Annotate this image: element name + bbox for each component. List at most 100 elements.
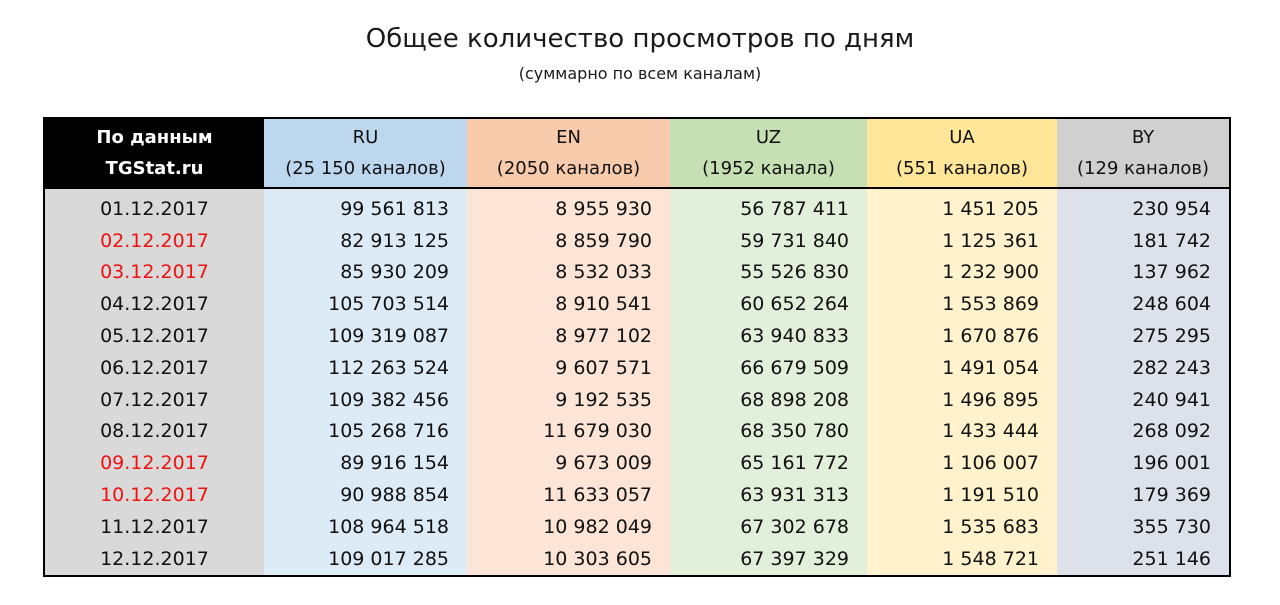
value-cell-uz: 56 787 411 [670,188,867,225]
value-cell-by: 196 001 [1057,447,1230,480]
header-row-counts: TGStat.ru (25 150 каналов) (2050 каналов… [44,153,1230,189]
value-cell-ru: 108 964 518 [264,510,467,543]
table-row: 06.12.2017 112 263 524 9 607 571 66 679 509… [44,351,1230,384]
date-cell: 11.12.2017 [44,510,264,543]
column-sub-en: (2050 каналов) [467,153,670,189]
date-cell: 10.12.2017 [44,479,264,511]
value-cell-ua: 1 106 007 [867,447,1057,480]
value-cell-ru: 105 703 514 [264,288,467,321]
value-cell-ru: 90 988 854 [264,479,467,511]
table-body: 01.12.2017 99 561 813 8 955 930 56 787 411 1… [44,188,1230,576]
value-cell-ua: 1 232 900 [867,256,1057,289]
value-cell-ru: 109 017 285 [264,542,467,576]
table-row: 01.12.2017 99 561 813 8 955 930 56 787 411 1… [44,188,1230,225]
date-cell: 03.12.2017 [44,256,264,289]
value-cell-ua: 1 496 895 [867,383,1057,416]
value-cell-uz: 66 679 509 [670,351,867,384]
value-cell-by: 181 742 [1057,224,1230,257]
column-header-by: BY [1057,118,1230,153]
column-header-uz: UZ [670,118,867,153]
value-cell-en: 9 607 571 [467,351,670,384]
value-cell-en: 9 192 535 [467,383,670,416]
value-cell-en: 11 633 057 [467,479,670,511]
value-cell-ua: 1 670 876 [867,320,1057,352]
value-cell-ua: 1 553 869 [867,288,1057,321]
value-cell-by: 275 295 [1057,320,1230,352]
header-row-names: По данным RU EN UZ UA BY [44,118,1230,153]
value-cell-by: 251 146 [1057,542,1230,576]
value-cell-ru: 85 930 209 [264,256,467,289]
value-cell-ru: 112 263 524 [264,351,467,384]
value-cell-ua: 1 433 444 [867,415,1057,448]
table-row: 10.12.2017 90 988 854 11 633 057 63 931 313… [44,479,1230,511]
value-cell-ua: 1 491 054 [867,351,1057,384]
value-cell-by: 240 941 [1057,383,1230,416]
value-cell-en: 8 532 033 [467,256,670,289]
date-cell: 08.12.2017 [44,415,264,448]
date-cell: 02.12.2017 [44,224,264,257]
value-cell-ru: 109 382 456 [264,383,467,416]
column-sub-ua: (551 каналов) [867,153,1057,189]
date-cell: 01.12.2017 [44,188,264,225]
chart-title: Общее количество просмотров по дням [365,24,915,54]
value-cell-ru: 99 561 813 [264,188,467,225]
value-cell-ua: 1 451 205 [867,188,1057,225]
table-row: 09.12.2017 89 916 154 9 673 009 65 161 772 1… [44,447,1230,480]
date-cell: 05.12.2017 [44,320,264,352]
value-cell-by: 137 962 [1057,256,1230,289]
value-cell-ua: 1 191 510 [867,479,1057,511]
column-sub-ru: (25 150 каналов) [264,153,467,189]
value-cell-by: 248 604 [1057,288,1230,321]
value-cell-en: 8 977 102 [467,320,670,352]
value-cell-ua: 1 125 361 [867,224,1057,257]
value-cell-uz: 63 940 833 [670,320,867,352]
value-cell-uz: 63 931 313 [670,479,867,511]
value-cell-ru: 89 916 154 [264,447,467,480]
value-cell-en: 11 679 030 [467,415,670,448]
value-cell-uz: 68 350 780 [670,415,867,448]
value-cell-uz: 67 302 678 [670,510,867,543]
value-cell-ru: 82 913 125 [264,224,467,257]
table-row: 02.12.2017 82 913 125 8 859 790 59 731 840 1… [44,224,1230,257]
value-cell-en: 8 910 541 [467,288,670,321]
table-row: 12.12.2017 109 017 285 10 303 605 67 397 32… [44,542,1230,576]
value-cell-en: 10 982 049 [467,510,670,543]
value-cell-en: 8 955 930 [467,188,670,225]
value-cell-uz: 67 397 329 [670,542,867,576]
value-cell-by: 230 954 [1057,188,1230,225]
column-sub-uz: (1952 канала) [670,153,867,189]
value-cell-ru: 109 319 087 [264,320,467,352]
value-cell-uz: 60 652 264 [670,288,867,321]
value-cell-by: 355 730 [1057,510,1230,543]
value-cell-by: 282 243 [1057,351,1230,384]
value-cell-uz: 68 898 208 [670,383,867,416]
column-header-ru: RU [264,118,467,153]
value-cell-ua: 1 548 721 [867,542,1057,576]
value-cell-by: 179 369 [1057,479,1230,511]
date-cell: 12.12.2017 [44,542,264,576]
value-cell-uz: 55 526 830 [670,256,867,289]
date-cell: 04.12.2017 [44,288,264,321]
date-cell: 09.12.2017 [44,447,264,480]
value-cell-by: 268 092 [1057,415,1230,448]
table-row: 03.12.2017 85 930 209 8 532 033 55 526 830 1… [44,256,1230,289]
date-cell: 06.12.2017 [44,351,264,384]
table-row: 07.12.2017 109 382 456 9 192 535 68 898 208… [44,383,1230,416]
value-cell-en: 10 303 605 [467,542,670,576]
value-cell-en: 9 673 009 [467,447,670,480]
corner-label-line2: TGStat.ru [44,153,264,189]
value-cell-uz: 59 731 840 [670,224,867,257]
column-header-en: EN [467,118,670,153]
column-sub-by: (129 каналов) [1057,153,1230,189]
corner-label-line1: По данным [44,118,264,153]
column-header-ua: UA [867,118,1057,153]
table-row: 11.12.2017 108 964 518 10 982 049 67 302 67… [44,510,1230,543]
value-cell-uz: 65 161 772 [670,447,867,480]
chart-subtitle: (суммарно по всем каналам) [518,64,762,83]
value-cell-ru: 105 268 716 [264,415,467,448]
table-row: 04.12.2017 105 703 514 8 910 541 60 652 264… [44,288,1230,321]
table-row: 08.12.2017 105 268 716 11 679 030 68 350 78… [44,415,1230,448]
table-row: 05.12.2017 109 319 087 8 977 102 63 940 833… [44,320,1230,352]
value-cell-en: 8 859 790 [467,224,670,257]
views-table: По данным RU EN UZ UA BY TGStat.ru (25 1… [43,117,1231,577]
